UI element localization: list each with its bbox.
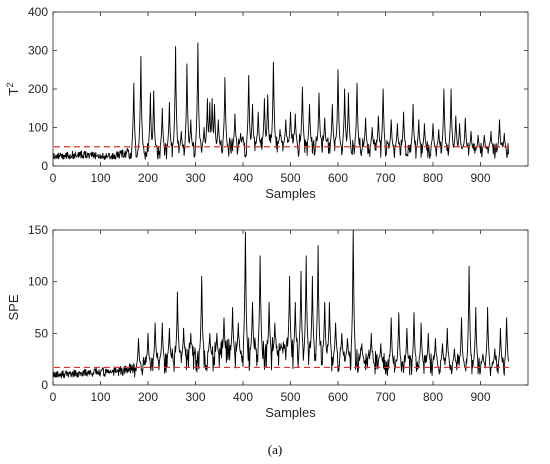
x-tick-label: 300: [185, 390, 205, 404]
x-tick-label: 800: [423, 171, 443, 185]
y-tick-label: 0: [41, 159, 48, 173]
x-tick-label: 100: [90, 390, 110, 404]
y-tick-label: 100: [28, 275, 48, 289]
x-tick-label: 600: [328, 390, 348, 404]
x-axis-label: Samples: [265, 186, 316, 201]
x-tick-label: 900: [470, 390, 490, 404]
x-tick-label: 300: [185, 171, 205, 185]
x-tick-label: 900: [470, 171, 490, 185]
x-tick-label: 700: [375, 171, 395, 185]
y-axis-label-base: T: [6, 87, 21, 95]
x-axis-label: Samples: [265, 405, 316, 420]
x-tick-label: 400: [233, 390, 253, 404]
y-tick-label: 0: [41, 378, 48, 392]
x-tick-label: 500: [280, 390, 300, 404]
series-line: [52, 229, 509, 379]
y-tick-label: 100: [28, 121, 48, 135]
x-tick-label: 0: [50, 171, 57, 185]
t2-chart: 0 100 200 300 400 500 600 700 800 900 0 100 200 300 40…: [5, 5, 529, 201]
x-tick-label: 100: [90, 171, 110, 185]
spe-chart: 0 100 200 300 400 500 600 700 800 900 0 50 100 150 Sam…: [6, 223, 529, 420]
x-tick-label: 400: [233, 171, 253, 185]
y-tick-label: 150: [28, 223, 48, 237]
x-tick-label: 700: [375, 390, 395, 404]
x-tick-label: 800: [423, 390, 443, 404]
y-tick-label: 200: [28, 82, 48, 96]
y-tick-label: 50: [35, 326, 49, 340]
figure-caption: (a): [267, 442, 283, 457]
y-axis-label: T2: [5, 83, 21, 96]
x-tick-label: 500: [280, 171, 300, 185]
y-axis-label: SPE: [6, 294, 21, 320]
x-tick-label: 0: [50, 390, 57, 404]
y-tick-label: 400: [28, 5, 48, 19]
x-tick-label: 200: [138, 390, 158, 404]
x-tick-label: 600: [328, 171, 348, 185]
x-tick-label: 200: [138, 171, 158, 185]
series-line: [52, 42, 509, 160]
y-axis-label-superscript: 2: [5, 83, 15, 88]
y-tick-label: 300: [28, 44, 48, 58]
